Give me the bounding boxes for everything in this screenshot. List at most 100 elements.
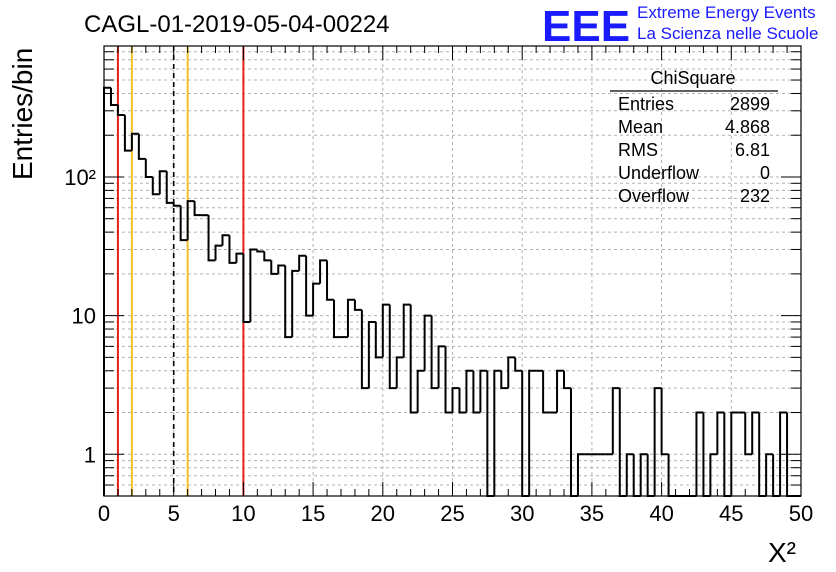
histogram-bin	[563, 370, 571, 390]
histogram-bin	[618, 388, 627, 497]
histogram-bin	[479, 369, 488, 413]
histogram-bin	[137, 133, 146, 160]
histogram-bin	[472, 370, 481, 414]
stats-label: Overflow	[618, 186, 690, 206]
x-tick-labels: 0 5 10 15 20 25 30 35 40 45 50	[98, 501, 813, 526]
histogram-bin	[103, 86, 111, 496]
histogram-bin	[611, 387, 620, 455]
histogram-bin	[430, 315, 439, 390]
histogram-bin	[709, 453, 718, 496]
histogram-bin	[165, 171, 174, 204]
histogram-bin	[221, 234, 230, 246]
y-tick-label: 1	[84, 442, 96, 467]
x-tick-label: 40	[649, 501, 673, 526]
histogram-bin	[172, 202, 181, 207]
histogram-bin	[444, 346, 453, 414]
histogram-bin	[730, 411, 739, 496]
axis-ticks	[103, 46, 802, 497]
histogram-bin	[123, 114, 132, 152]
histogram-bin	[109, 87, 118, 107]
x-tick-label: 15	[301, 501, 325, 526]
x-tick-label: 10	[231, 501, 255, 526]
stats-rows: Entries 2899 Mean 4.868 RMS 6.81 Underflow 0 Ove…	[618, 94, 770, 206]
histogram-bin	[151, 176, 160, 196]
histogram-bin	[528, 369, 537, 496]
x-tick-label: 50	[789, 501, 813, 526]
histogram-bin	[360, 309, 369, 390]
x-tick-label: 30	[510, 501, 534, 526]
histogram-bin	[716, 411, 725, 455]
histogram-bin	[653, 387, 662, 496]
histogram-bin	[270, 260, 279, 275]
histogram-bin	[319, 259, 328, 284]
histogram-bin	[395, 356, 404, 389]
histogram-bin	[500, 370, 509, 390]
histogram-bin	[130, 132, 139, 151]
histogram-bin	[277, 264, 286, 274]
histogram-bin	[486, 370, 495, 497]
histogram-bin	[409, 304, 418, 414]
histogram-bin	[333, 299, 341, 339]
histogram-bin	[144, 158, 153, 178]
histogram-bin	[193, 201, 202, 217]
histogram-bin	[751, 411, 760, 455]
histogram-bin	[298, 254, 307, 271]
stats-value: 2899	[730, 94, 770, 114]
histogram-bin	[242, 253, 251, 323]
histogram-bin	[465, 369, 474, 413]
logo-line-2: La Scienza nelle Scuole	[637, 24, 818, 43]
histogram-bin	[374, 321, 383, 359]
histogram-bin	[249, 248, 258, 322]
histogram-bin	[576, 453, 585, 496]
stats-title: ChiSquare	[650, 68, 735, 88]
y-tick-labels: 1 10 10²	[64, 165, 96, 467]
histogram-bin	[346, 298, 355, 338]
histogram-bin	[639, 453, 648, 496]
histogram-bin	[660, 388, 669, 456]
histogram-bin	[263, 251, 272, 262]
histogram-bin	[695, 411, 704, 496]
histogram-bin	[186, 200, 195, 241]
histogram-bin	[228, 235, 237, 264]
histogram-bin	[116, 105, 125, 116]
histogram-bin	[158, 170, 167, 195]
histogram-bin	[291, 269, 300, 338]
histogram-bin	[381, 303, 390, 358]
histogram-bin	[625, 453, 634, 496]
histogram-bin	[556, 369, 565, 413]
x-tick-label: 45	[719, 501, 743, 526]
y-axis-title: Entries/bin	[7, 48, 38, 180]
stats-box: ChiSquare Entries 2899 Mean 4.868 RMS 6.81 Und…	[610, 68, 778, 206]
reference-lines	[116, 46, 245, 496]
x-axis-title: X²	[768, 537, 796, 568]
stats-label: RMS	[618, 140, 658, 160]
chart-title: CAGL-01-2019-05-04-00224	[84, 11, 390, 38]
histogram-bin	[542, 370, 551, 414]
x-tick-label: 5	[168, 501, 180, 526]
stats-label: Mean	[618, 117, 663, 137]
histogram-bin	[569, 388, 578, 497]
y-tick-label: 10²	[64, 165, 96, 190]
histogram-bin	[416, 369, 425, 413]
histogram-bin	[779, 411, 788, 496]
stats-value: 0	[760, 163, 770, 183]
histogram-bin	[765, 453, 774, 496]
x-tick-label: 35	[580, 501, 604, 526]
x-tick-label: 0	[98, 501, 110, 526]
histogram-bin	[423, 314, 432, 371]
logo-text: EEE	[542, 2, 630, 51]
histogram-bin	[744, 412, 753, 456]
histogram-bin	[493, 369, 502, 496]
histogram-bin	[507, 356, 516, 389]
histogram-bin	[437, 345, 446, 389]
histogram-bin	[207, 215, 216, 262]
histogram-bin	[312, 282, 321, 316]
stats-value: 6.81	[735, 140, 770, 160]
histogram-bin	[458, 388, 467, 414]
histogram-bin	[521, 370, 530, 497]
eee-logo: EEE Extreme Energy Events La Scienza nel…	[542, 2, 818, 51]
histogram-bin	[284, 265, 293, 339]
histogram-bin	[214, 244, 223, 261]
stats-label: Entries	[618, 94, 674, 114]
